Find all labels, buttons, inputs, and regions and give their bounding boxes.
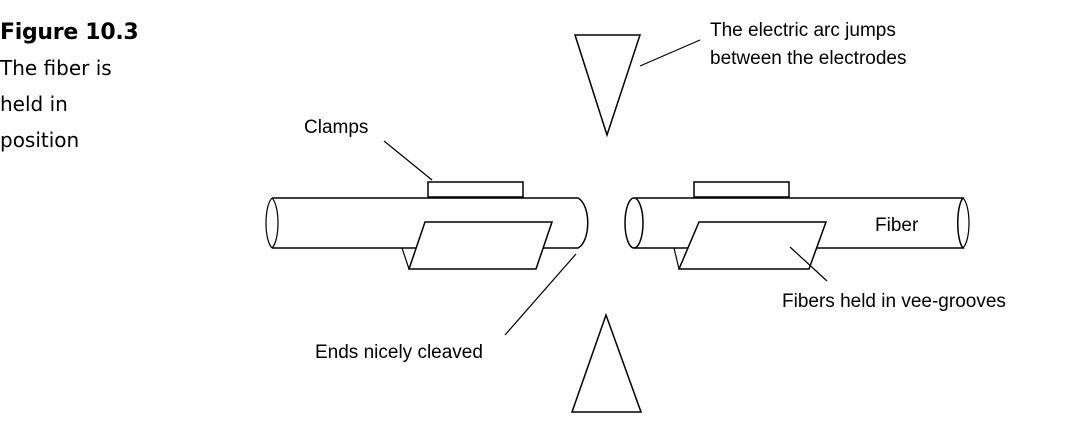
cleaved-leader-line bbox=[504, 253, 577, 336]
vee-groove-label: Fibers held in vee-grooves bbox=[782, 291, 1006, 312]
caption-line-2: held in bbox=[0, 92, 68, 116]
clamps-label: Clamps bbox=[304, 117, 368, 138]
arc-label-line-2: between the electrodes bbox=[710, 48, 906, 69]
left-vee-groove bbox=[401, 221, 554, 270]
bottom-electrode bbox=[570, 312, 643, 413]
arc-leader-line bbox=[639, 39, 701, 67]
right-clamp bbox=[693, 181, 790, 198]
fiber-label: Fiber bbox=[875, 215, 919, 236]
left-clamp bbox=[427, 181, 524, 198]
vee-groove-leader-line bbox=[789, 246, 828, 282]
right-vee-groove bbox=[673, 221, 828, 270]
clamps-leader-line bbox=[383, 140, 433, 181]
cleaved-label: Ends nicely cleaved bbox=[315, 342, 483, 363]
arc-label-line-1: The electric arc jumps bbox=[710, 20, 896, 41]
caption-line-1: The fiber is bbox=[0, 56, 112, 80]
top-electrode bbox=[573, 34, 642, 138]
caption-line-3: position bbox=[0, 128, 80, 152]
figure-number: Figure 10.3 bbox=[0, 20, 139, 45]
